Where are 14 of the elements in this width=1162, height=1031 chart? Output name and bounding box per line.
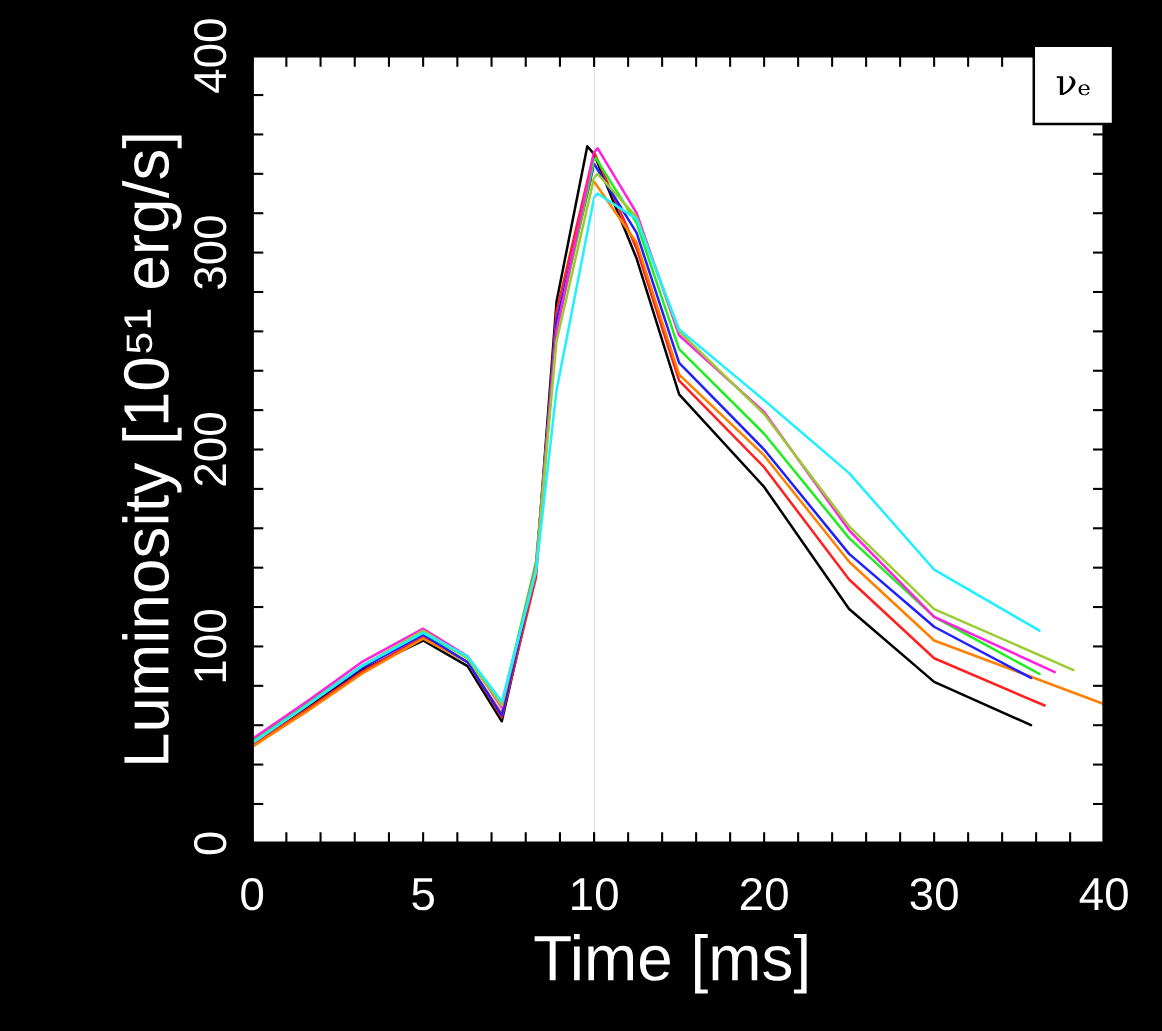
y-tick-label: 300 [193,216,227,290]
x-tick-label: 5 [412,878,434,911]
x-tick-label: 40 [1079,877,1128,911]
y-axis-title: Luminosity [10⁵¹ erg/s] [122,135,182,763]
y-tick-label: 100 [193,609,227,682]
annotation: νₑ [1056,76,1090,96]
y-tick-label: 0 [193,832,227,855]
y-tick-label: 200 [193,413,227,486]
x-tick-label: 20 [740,877,788,911]
x-tick-label: 30 [910,877,958,911]
x-axis-title: Time [ms] [534,933,807,994]
x-tick-label: 10 [572,877,618,911]
y-tick-label: 400 [193,19,227,93]
x-tick-label: 0 [241,877,264,911]
